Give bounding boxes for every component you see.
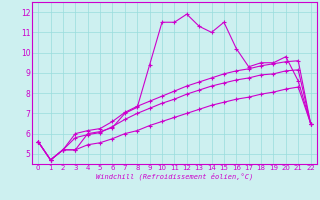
- X-axis label: Windchill (Refroidissement éolien,°C): Windchill (Refroidissement éolien,°C): [96, 173, 253, 180]
